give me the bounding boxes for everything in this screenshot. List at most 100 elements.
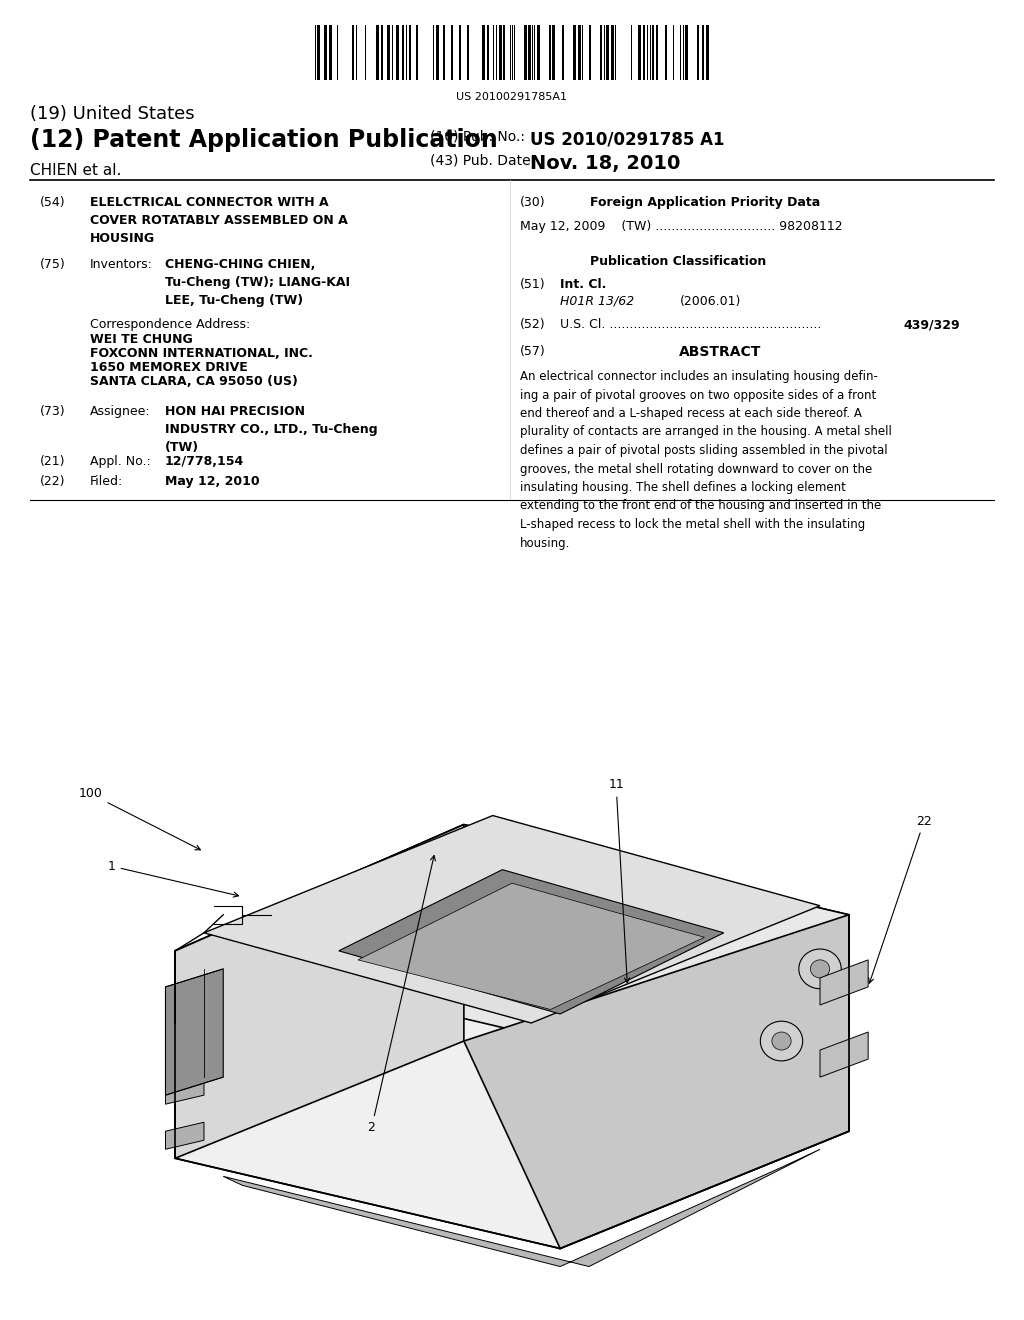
Bar (565, 25, 568, 81)
Bar (592, 25, 595, 81)
Bar (569, 25, 572, 81)
Circle shape (772, 1032, 792, 1051)
Text: (52): (52) (520, 318, 546, 331)
Bar (471, 25, 473, 81)
Text: Correspondence Address:: Correspondence Address: (90, 318, 250, 331)
Bar (634, 25, 637, 81)
Bar (348, 25, 350, 81)
Bar (556, 25, 558, 81)
Bar (552, 25, 555, 81)
Text: 439/329: 439/329 (903, 318, 961, 331)
Bar (528, 25, 531, 81)
Bar (578, 25, 581, 81)
Text: Assignee:: Assignee: (90, 405, 151, 418)
Text: 12/778,154: 12/778,154 (165, 455, 245, 469)
Bar (600, 25, 602, 81)
Bar (706, 25, 709, 81)
Bar (589, 25, 591, 81)
Bar (689, 25, 691, 81)
Bar (621, 25, 624, 81)
Bar (665, 25, 667, 81)
Text: FOXCONN INTERNATIONAL, INC.: FOXCONN INTERNATIONAL, INC. (90, 347, 313, 360)
Bar (549, 25, 551, 81)
Text: (19) United States: (19) United States (30, 106, 195, 123)
Text: 11: 11 (608, 779, 630, 983)
Text: 22: 22 (868, 814, 932, 983)
Bar (419, 25, 421, 81)
Bar (618, 25, 620, 81)
Bar (455, 25, 457, 81)
Bar (475, 25, 477, 81)
Polygon shape (166, 1122, 204, 1150)
Text: (54): (54) (40, 195, 66, 209)
Bar (596, 25, 599, 81)
Bar (675, 25, 678, 81)
Bar (638, 25, 641, 81)
Text: US 2010/0291785 A1: US 2010/0291785 A1 (530, 129, 725, 148)
Bar (329, 25, 332, 81)
Bar (371, 25, 374, 81)
Text: Foreign Application Priority Data: Foreign Application Priority Data (590, 195, 820, 209)
Polygon shape (166, 969, 223, 1096)
Bar (402, 25, 404, 81)
Bar (358, 25, 360, 81)
Circle shape (799, 949, 841, 989)
Polygon shape (464, 915, 849, 1249)
Bar (545, 25, 548, 81)
Bar (367, 25, 370, 81)
Polygon shape (223, 1150, 820, 1267)
Bar (524, 25, 527, 81)
Bar (487, 25, 489, 81)
Bar (627, 25, 630, 81)
Bar (503, 25, 505, 81)
Polygon shape (175, 825, 464, 1159)
Text: (12) Patent Application Publication: (12) Patent Application Publication (30, 128, 498, 152)
Text: (43) Pub. Date:: (43) Pub. Date: (430, 154, 536, 168)
Text: (10) Pub. No.:: (10) Pub. No.: (430, 129, 525, 144)
Bar (440, 25, 442, 81)
Text: Int. Cl.: Int. Cl. (560, 279, 606, 290)
Bar (459, 25, 461, 81)
Bar (693, 25, 696, 81)
Bar (384, 25, 386, 81)
Bar (479, 25, 481, 81)
Bar (670, 25, 672, 81)
Text: H01R 13/62: H01R 13/62 (560, 294, 634, 308)
Bar (396, 25, 399, 81)
Bar (416, 25, 418, 81)
Text: U.S. Cl. .....................................................: U.S. Cl. ...............................… (560, 318, 821, 331)
Text: May 12, 2010: May 12, 2010 (165, 475, 260, 488)
Bar (606, 25, 609, 81)
Text: Nov. 18, 2010: Nov. 18, 2010 (530, 154, 680, 173)
Bar (660, 25, 663, 81)
Text: (30): (30) (520, 195, 546, 209)
Bar (428, 25, 431, 81)
Bar (467, 25, 469, 81)
Bar (324, 25, 327, 81)
Polygon shape (358, 883, 705, 1010)
Polygon shape (339, 870, 724, 1014)
Text: (57): (57) (520, 345, 546, 358)
Bar (451, 25, 453, 81)
Polygon shape (166, 1032, 204, 1059)
Bar (409, 25, 411, 81)
Bar (443, 25, 445, 81)
Bar (562, 25, 564, 81)
Text: (73): (73) (40, 405, 66, 418)
Text: (2006.01): (2006.01) (680, 294, 741, 308)
Text: ABSTRACT: ABSTRACT (679, 345, 761, 359)
Bar (462, 25, 465, 81)
Polygon shape (204, 816, 820, 1023)
Bar (317, 25, 319, 81)
Text: 1: 1 (108, 859, 239, 898)
Bar (573, 25, 575, 81)
Bar (381, 25, 383, 81)
Text: (75): (75) (40, 257, 66, 271)
Text: May 12, 2009    (TW) .............................. 98208112: May 12, 2009 (TW) ......................… (520, 220, 843, 234)
Polygon shape (820, 960, 868, 1005)
Bar (387, 25, 390, 81)
Bar (310, 25, 313, 81)
Bar (652, 25, 654, 81)
Bar (413, 25, 415, 81)
Bar (340, 25, 343, 81)
